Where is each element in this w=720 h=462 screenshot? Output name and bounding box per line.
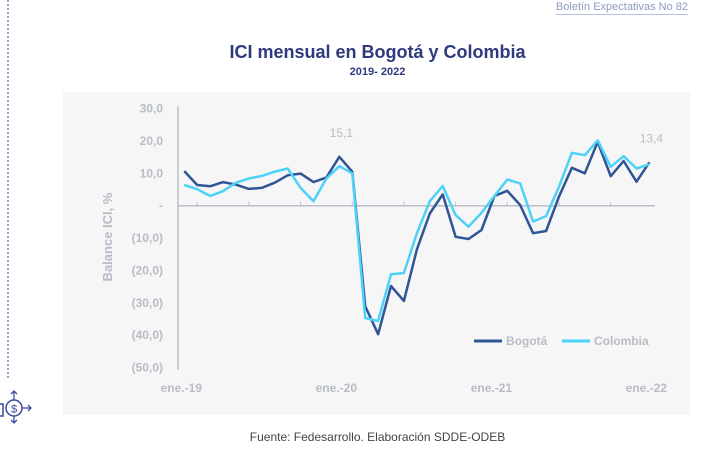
series-line-bogota [183,140,651,336]
y-tick-label: (10,0) [132,231,163,245]
chart-title: ICI mensual en Bogotá y Colombia [229,42,526,62]
page-margin-dots [7,0,9,378]
legend-label: Colombia [594,334,649,348]
document-header-link[interactable]: Boletín Expectativas No 82 [555,1,688,15]
y-tick-label: 30,0 [140,102,164,116]
chart-source: Fuente: Fedesarrollo. Elaboración SDDE-O… [249,430,506,444]
data-label: 15,1 [330,126,354,140]
y-tick-label: (40,0) [132,328,163,342]
y-tick-label: 10,0 [140,166,164,180]
y-axis-label: Balance ICI, % [100,192,115,281]
svg-text:$: $ [11,404,17,416]
x-tick-label: ene.-21 [471,381,513,395]
x-tick-label: ene.-20 [316,381,358,395]
y-tick-label: (50,0) [132,361,163,375]
x-tick-label: ene.-19 [161,381,203,395]
y-tick-label: (20,0) [132,263,163,277]
chart-panel [63,92,690,415]
money-flow-icon: $ [0,390,32,424]
series-line-colombia [183,139,650,323]
x-tick-label: ene.-22 [626,381,668,395]
data-label: 13,4 [640,131,664,145]
y-tick-label: - [159,199,163,213]
y-tick-label: 20,0 [140,134,164,148]
y-tick-label: (30,0) [132,296,163,310]
legend-label: Bogotá [506,334,548,348]
chart-subtitle: 2019- 2022 [349,66,406,78]
